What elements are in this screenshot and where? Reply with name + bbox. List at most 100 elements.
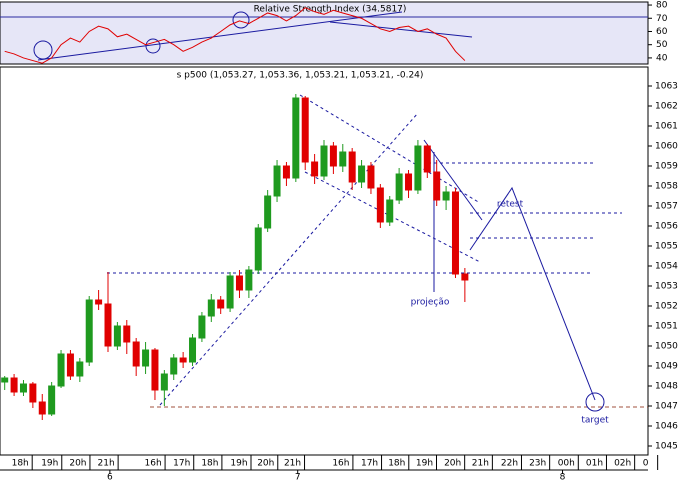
candle-body — [414, 145, 422, 191]
candle-body — [461, 273, 469, 281]
price-panel — [0, 66, 649, 456]
candle-body — [142, 349, 150, 367]
candle-body — [207, 299, 215, 317]
y-tick-label: 1056 — [655, 222, 678, 232]
x-tick-label: 18h — [388, 459, 405, 469]
x-tick-label: 16h — [332, 459, 349, 469]
candle-body — [367, 165, 375, 189]
y-tick-label: 1059 — [655, 162, 678, 172]
candle-body — [451, 191, 459, 275]
candle-body — [423, 145, 431, 173]
candle-body — [386, 199, 394, 223]
y-tick-label: 1054 — [655, 262, 678, 272]
candle-body — [395, 173, 403, 201]
y-tick-label: 1052 — [655, 302, 678, 312]
x-tick-label: 01h — [586, 459, 603, 469]
candle-body — [217, 299, 225, 309]
y-tick-label: 1049 — [655, 362, 678, 372]
candle-body — [311, 161, 319, 177]
candle-body — [198, 315, 206, 339]
candle-body — [226, 275, 234, 309]
candle-body — [38, 401, 46, 415]
y-tick-label: 1060 — [655, 142, 678, 152]
candle-body — [123, 325, 131, 343]
candle-body — [264, 195, 272, 229]
annotation: retest — [497, 200, 524, 210]
candle-body — [179, 357, 187, 363]
rsi-line — [4, 7, 466, 64]
y-tick-label: 1051 — [655, 322, 678, 332]
day-tick-label: 7 — [295, 473, 301, 482]
candle-body — [170, 357, 178, 375]
candle-body — [189, 337, 197, 363]
y-tick-label: 1063 — [655, 82, 678, 92]
candle-body — [405, 173, 413, 191]
y-tick-label: 1062 — [655, 102, 678, 112]
candle-body — [19, 383, 27, 393]
x-tick-label: 19h — [41, 459, 58, 469]
y-tick-label: 40 — [656, 53, 668, 63]
candle-body — [66, 353, 74, 377]
candle-body — [95, 299, 103, 305]
candle-body — [151, 349, 159, 391]
y-tick-label: 80 — [656, 1, 668, 11]
rsi-panel — [0, 1, 649, 65]
y-tick-label: 1046 — [655, 422, 678, 432]
day-tick-label: 8 — [560, 473, 566, 482]
candle-body — [235, 275, 243, 291]
candle-body — [292, 97, 300, 179]
x-tick-label: 20h — [444, 459, 461, 469]
candle-body — [348, 151, 356, 183]
y-tick-label: 60 — [656, 27, 668, 37]
price-title: s p500 (1,053.27, 1,053.36, 1,053.21, 1,… — [177, 71, 424, 81]
annotation: projeção — [411, 298, 450, 308]
x-tick-label: 23h — [529, 459, 546, 469]
x-tick-label: 17h — [361, 459, 378, 469]
candle-body — [442, 191, 450, 201]
x-tick-label: 0 — [643, 459, 649, 469]
y-tick-label: 1061 — [655, 122, 678, 132]
y-tick-label: 50 — [656, 40, 668, 50]
candle-body — [320, 145, 328, 177]
x-tick-label: 21h — [472, 459, 489, 469]
candle-body — [433, 171, 441, 201]
candle-body — [29, 383, 37, 403]
y-tick-label: 1057 — [655, 202, 678, 212]
x-tick-label: 21h — [284, 459, 301, 469]
x-tick-label: 18h — [12, 459, 29, 469]
candle-body — [273, 165, 281, 197]
rsi-title: Relative Strength Index (34.5817) — [254, 5, 407, 15]
candle-body — [245, 269, 253, 291]
candle-body — [282, 165, 290, 179]
candle-body — [254, 227, 262, 271]
y-tick-label: 1055 — [655, 242, 678, 252]
x-tick-label: 00h — [558, 459, 575, 469]
candle-body — [104, 303, 112, 347]
candle-body — [329, 145, 337, 167]
x-tick-label: 22h — [501, 459, 518, 469]
candle-body — [132, 341, 140, 367]
x-tick-label: 17h — [173, 459, 190, 469]
candle-body — [1, 377, 9, 383]
candle-body — [339, 151, 347, 167]
candle-body — [10, 377, 18, 393]
x-tick-label: 19h — [230, 459, 247, 469]
x-tick-label: 20h — [69, 459, 86, 469]
candle-body — [301, 97, 309, 163]
candle-body — [160, 373, 168, 391]
candle-body — [48, 385, 56, 415]
x-tick-label: 19h — [416, 459, 433, 469]
x-tick-label: 18h — [201, 459, 218, 469]
candle-body — [85, 299, 93, 363]
y-tick-label: 1050 — [655, 342, 678, 352]
rsi-drawings — [33, 11, 473, 61]
candle-body — [57, 353, 65, 387]
candle-body — [376, 187, 384, 223]
y-tick-label: 70 — [656, 14, 668, 24]
y-tick-label: 1058 — [655, 182, 678, 192]
x-tick-label: 16h — [145, 459, 162, 469]
day-tick-label: 6 — [107, 473, 113, 482]
candle-body — [113, 325, 121, 347]
y-tick-label: 1053 — [655, 282, 678, 292]
